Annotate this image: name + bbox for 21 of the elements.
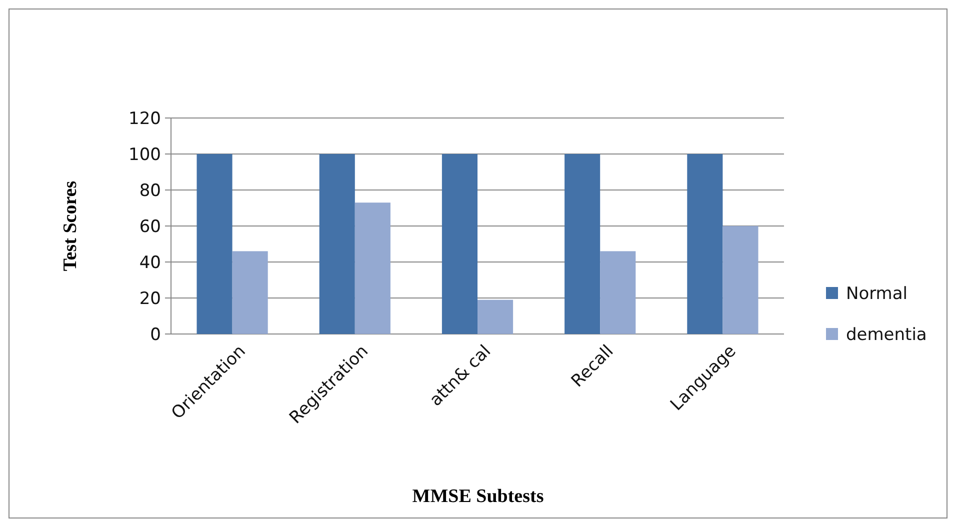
- bar: [442, 154, 478, 334]
- y-tick-label: 60: [139, 216, 161, 237]
- bar: [600, 251, 636, 334]
- y-tick-label: 100: [128, 144, 161, 165]
- y-tick-label: 40: [139, 252, 161, 273]
- legend-label: dementia: [846, 324, 927, 345]
- x-axis-title: MMSE Subtests: [412, 486, 544, 507]
- bar: [232, 251, 268, 334]
- y-tick-label: 80: [139, 180, 161, 201]
- bar: [564, 154, 600, 334]
- bar: [196, 154, 232, 334]
- y-tick-label: 120: [128, 108, 161, 129]
- bar: [319, 154, 355, 334]
- legend-label: Normal: [846, 284, 908, 304]
- bar: [478, 300, 514, 334]
- y-tick-label: 0: [150, 324, 161, 345]
- bar: [722, 226, 758, 334]
- y-tick-label: 20: [139, 288, 161, 309]
- y-axis-title: Test Scores: [60, 180, 81, 272]
- bar: [687, 154, 723, 334]
- bar: [354, 202, 390, 334]
